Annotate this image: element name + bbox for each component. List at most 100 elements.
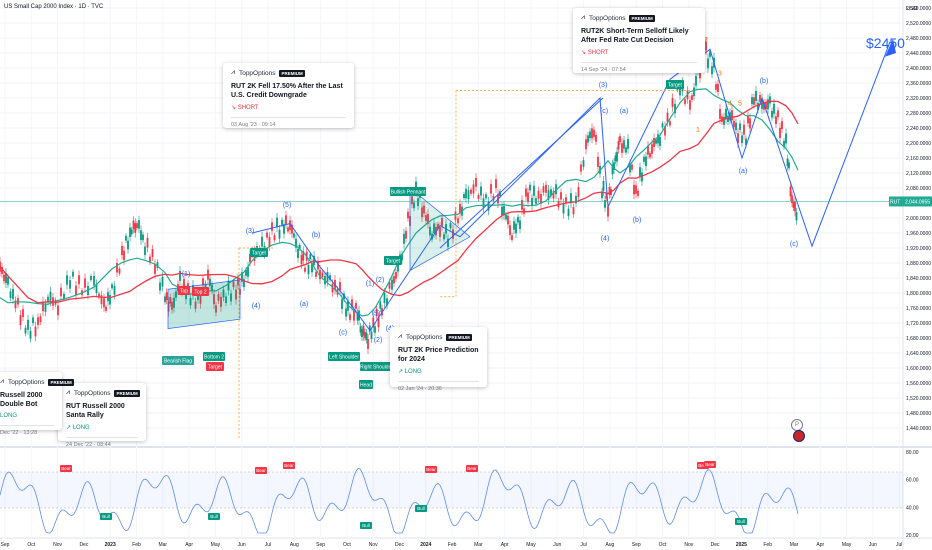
candle-body [617,141,620,150]
candle-body [138,220,140,229]
candle-body [383,292,386,303]
price-tick-label: 1,440.0000 [906,426,931,432]
candle-body [98,293,100,298]
candle-body [705,41,707,51]
wave-label: (1) [366,281,375,288]
right-shoulder-tag: Right Shoulder [360,365,393,371]
candle-body [542,186,545,193]
candle-body [291,224,293,234]
idea-timestamp: 02 Jan '24 · 20:36 [398,381,479,392]
candle-body [601,191,603,199]
idea-title[interactable]: RUT 2K Price Prediction for 2024 [398,347,479,363]
candle-body [505,214,507,220]
moving-average-long [0,100,799,304]
candle-body [517,216,519,223]
time-axis-label: May [842,542,852,548]
price-tick-label: 2,200.0000 [906,141,931,147]
candle-body [572,207,575,215]
symbol-header: US Small Cap 2000 Index · 1D · TVC [4,4,103,10]
idea-card-fed-rate-cut[interactable]: ⩘ ToppOptions PREMIUM RUT2K Short-Term Sel… [573,8,705,73]
candle-body [741,135,743,143]
rsi-tag-label: Bull [210,514,218,519]
candle-body [597,156,599,167]
candle-body [525,188,527,197]
elliott-wave-line [251,41,891,332]
candle-body [302,251,305,261]
candle-body [623,140,625,149]
candle-body [297,248,299,258]
time-axis-label: Nov [369,542,378,548]
bottom2-tag-bg [203,352,225,361]
top-tag: Top [180,289,188,295]
candle-body [763,102,765,110]
candle-body [34,326,37,337]
candle-body [653,138,655,147]
candle-body [463,193,465,199]
candle-body [243,279,245,288]
rsi-tick-label: 80.00 [906,450,919,456]
candle-body [555,184,557,195]
short-arrow-icon: ↘ [581,50,587,56]
candle-body [755,91,757,102]
idea-card-price-prediction[interactable]: ⩘ ToppOptions PREMIUM RUT 2K Price Predict… [390,327,487,392]
wave-label: 2 [704,37,708,44]
candle-body [39,316,42,323]
us-flag-icon[interactable] [793,430,805,442]
candle-body [649,153,651,158]
idea-title[interactable]: Russell 2000 Double Bot [0,392,43,408]
time-axis-label: 2023 [105,542,116,548]
candle-body [777,110,779,118]
candle-body [531,197,533,206]
candle-body [230,293,232,302]
candle-body [607,206,609,217]
candle-body [664,126,666,136]
time-axis-label: Oct [659,542,667,548]
candle-body [547,189,550,200]
candle-body [317,260,319,270]
idea-title[interactable]: RUT2K Short-Term Selloff Likely After Fe… [581,28,689,44]
candle-body [109,295,111,305]
price-tick-label: 2,480.0000 [906,36,931,42]
idea-card-double-bottom[interactable]: ⩘ ToppOptions PREMIUM Russell 2000 Double … [0,372,74,436]
candle-body [619,136,621,142]
candle-body [149,256,151,263]
candle-body [421,207,423,218]
candle-body [449,223,452,229]
candle-body [169,297,172,304]
candle-body [527,192,529,203]
rsi-band [0,472,903,508]
price-tick-label: 1,880.0000 [906,261,931,267]
candle-body [513,221,515,230]
idea-card-credit-downgrade[interactable]: ⩘ ToppOptions PREMIUM RUT 2K Fell 17.50% A… [223,63,354,128]
time-axis-label: Nov [53,542,62,548]
candle-body [129,227,131,238]
wave-label: (a) [300,301,309,308]
candle-body [657,134,659,144]
candle-body [637,190,639,196]
candle-body [425,215,427,221]
time-axis-label: Apr [185,542,193,548]
candle-body [353,310,355,321]
candle-body [307,264,310,275]
candle-body [482,198,485,208]
wave-label: (a) [620,108,629,115]
candle-body [567,208,570,217]
candle-body [733,120,735,128]
idea-card-santa-rally[interactable]: ⩘ ToppOptions PREMIUM RUT Russell 2000 San… [58,383,146,448]
candle-body [37,317,39,326]
candle-body [499,191,501,196]
candle-body [537,190,540,199]
candle-body [616,151,618,162]
candle-body [311,263,313,273]
target-tag-bg [384,256,402,265]
time-axis-label: 2024 [420,542,431,548]
wave-label: (3) [599,82,608,89]
time-axis-label: Aug [290,542,299,548]
idea-title[interactable]: RUT Russell 2000 Santa Rally [66,403,125,419]
time-axis-label: May [526,542,536,548]
candle-body [671,97,674,108]
price-tick-label: 2,240.0000 [906,126,931,132]
candle-body [220,296,222,307]
idea-title[interactable]: RUT 2K Fell 17.50% After the Last U.S. C… [231,83,343,99]
